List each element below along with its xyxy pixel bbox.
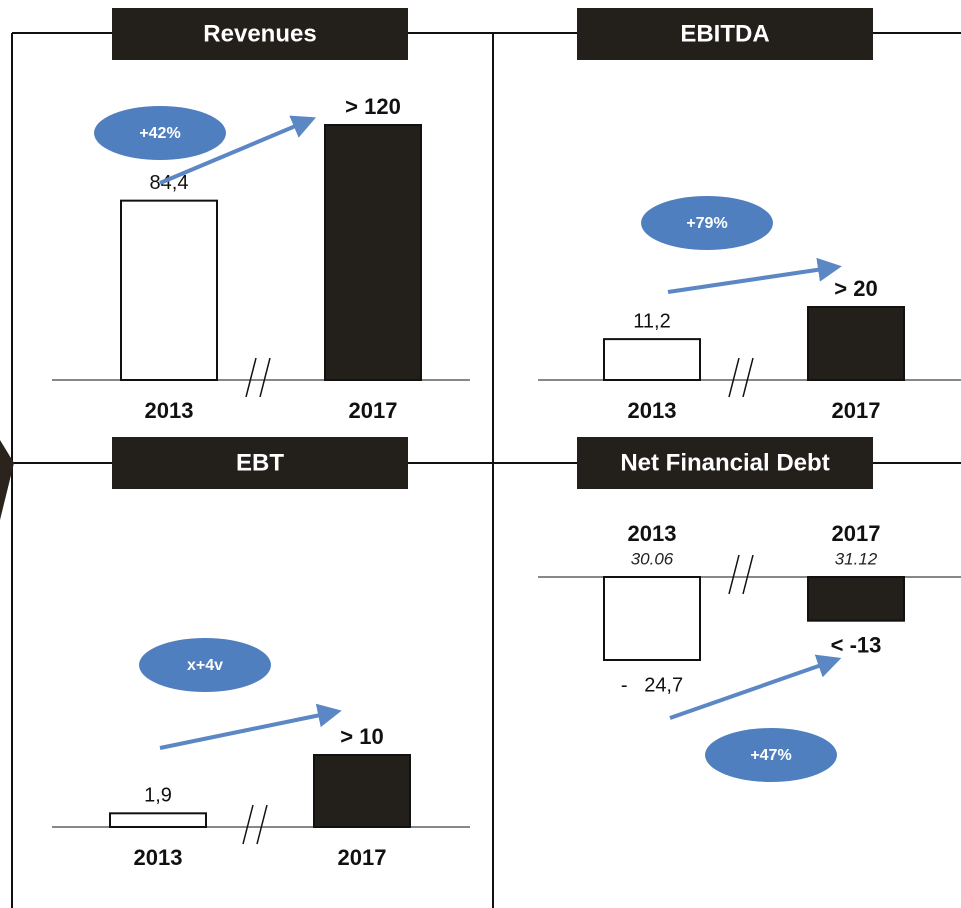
bar bbox=[807, 576, 905, 622]
panel-title: Revenues bbox=[203, 20, 316, 47]
category-label: 2017 bbox=[338, 845, 387, 870]
axis-break bbox=[728, 357, 740, 398]
trend-arrow bbox=[159, 703, 342, 750]
value-label: > 20 bbox=[834, 276, 877, 301]
category-label: 2013 bbox=[628, 398, 677, 423]
value-label: - 24,7 bbox=[621, 674, 683, 696]
title-box bbox=[112, 437, 408, 489]
axis-break bbox=[728, 554, 740, 595]
bar bbox=[120, 199, 218, 381]
bar bbox=[324, 124, 422, 381]
panel-title: Net Financial Debt bbox=[620, 449, 829, 476]
bar bbox=[807, 306, 905, 381]
bar bbox=[603, 338, 701, 381]
trend-arrow bbox=[159, 115, 317, 185]
axis-break bbox=[245, 357, 257, 398]
growth-badge bbox=[94, 106, 226, 160]
axis-break bbox=[256, 804, 268, 845]
growth-badge bbox=[705, 728, 837, 782]
value-label: 84,4 bbox=[150, 172, 189, 194]
category-note: 30.06 bbox=[631, 549, 674, 568]
axis-break bbox=[742, 554, 754, 595]
category-label: 2013 bbox=[134, 845, 183, 870]
value-label: < -13 bbox=[831, 632, 882, 657]
title-box bbox=[577, 8, 873, 60]
category-label: 2013 bbox=[628, 521, 677, 546]
growth-badge bbox=[139, 638, 271, 692]
axis-break bbox=[742, 357, 754, 398]
growth-label: +42% bbox=[139, 125, 180, 142]
growth-label: +79% bbox=[686, 215, 727, 232]
trend-arrow bbox=[669, 654, 842, 720]
panel-title: EBT bbox=[236, 449, 284, 476]
category-note: 31.12 bbox=[835, 549, 878, 568]
value-label: 1,9 bbox=[144, 785, 172, 807]
value-label: 11,2 bbox=[633, 310, 670, 332]
category-label: 2017 bbox=[832, 398, 881, 423]
category-label: 2013 bbox=[145, 398, 194, 423]
bar bbox=[603, 576, 701, 661]
growth-label: +47% bbox=[750, 747, 791, 764]
growth-badge bbox=[641, 196, 773, 250]
category-label: 2017 bbox=[349, 398, 398, 423]
bar bbox=[109, 812, 207, 829]
axis-break bbox=[259, 357, 271, 398]
chevron bbox=[0, 440, 14, 520]
growth-label: x+4v bbox=[187, 657, 223, 674]
trend-arrow bbox=[667, 257, 842, 294]
value-label: > 120 bbox=[345, 94, 401, 119]
title-box bbox=[577, 437, 873, 489]
value-label: > 10 bbox=[340, 724, 383, 749]
category-label: 2017 bbox=[832, 521, 881, 546]
panel-title: EBITDA bbox=[680, 20, 769, 47]
title-box bbox=[112, 8, 408, 60]
bar bbox=[313, 754, 411, 828]
axis-break bbox=[242, 804, 254, 845]
